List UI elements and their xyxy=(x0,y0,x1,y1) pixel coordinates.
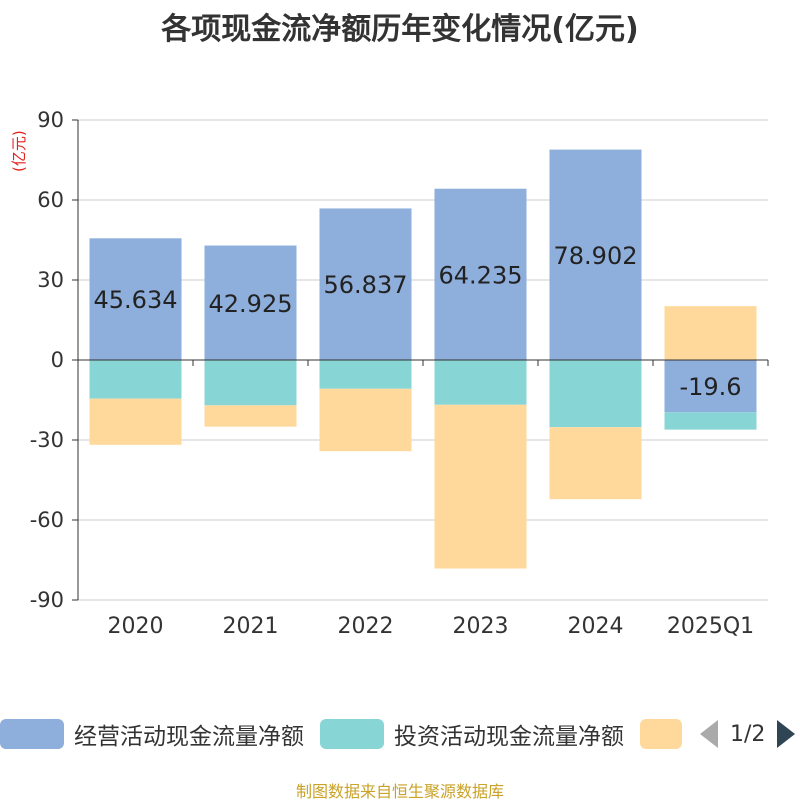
legend: 经营活动现金流量净额 投资活动现金流量净额 1/2 xyxy=(0,716,800,756)
legend-swatch-operating xyxy=(0,719,64,749)
data-label-2023: 64.235 xyxy=(439,261,523,289)
legend-swatch-financing xyxy=(640,719,682,749)
x-tick-label: 2021 xyxy=(223,614,279,639)
x-tick-label: 2023 xyxy=(453,614,509,639)
y-tick-label: -60 xyxy=(30,508,64,532)
bar-series2-2024 xyxy=(549,427,642,500)
bar-series1-2021 xyxy=(204,360,297,406)
legend-item-financing[interactable] xyxy=(640,716,682,752)
legend-pager: 1/2 xyxy=(700,716,796,752)
bar-series0-2022 xyxy=(319,208,412,360)
legend-prev-arrow-icon[interactable] xyxy=(700,720,718,748)
bar-series1-2022 xyxy=(319,360,412,389)
bar-series0-2025Q1 xyxy=(664,360,757,413)
y-tick-label: 60 xyxy=(37,188,64,212)
x-tick-label: 2025Q1 xyxy=(667,614,754,639)
bar-series2-2022 xyxy=(319,388,412,452)
bar-series1-2024 xyxy=(549,360,642,428)
bar-series1-2023 xyxy=(434,360,527,405)
legend-page-indicator: 1/2 xyxy=(730,721,766,747)
bar-series0-2020 xyxy=(89,238,182,360)
data-label-2021: 42.925 xyxy=(209,290,293,318)
bar-series2-2025Q1 xyxy=(664,306,757,360)
x-tick-label: 2024 xyxy=(568,614,624,639)
y-tick-label: 0 xyxy=(51,348,64,372)
legend-item-investing[interactable]: 投资活动现金流量净额 xyxy=(320,716,624,752)
bar-series2-2021 xyxy=(204,405,297,427)
source-note: 制图数据来自恒生聚源数据库 xyxy=(295,782,504,801)
data-label-2022: 56.837 xyxy=(324,271,408,299)
legend-next-arrow-icon[interactable] xyxy=(777,720,796,748)
y-tick-label: -30 xyxy=(30,428,64,452)
legend-label-operating: 经营活动现金流量净额 xyxy=(74,724,304,750)
data-label-2025Q1: -19.6 xyxy=(679,373,741,401)
y-tick-label: 30 xyxy=(37,268,64,292)
stacked-bar-chart: 90 60 30 0 -30 -60 -90 45.634 42.925 56.837 64.235… xyxy=(30,108,769,639)
bar-series0-2021 xyxy=(204,245,297,360)
y-tick-label: -90 xyxy=(30,588,64,612)
legend-swatch-investing xyxy=(320,719,384,749)
bar-series1-2025Q1 xyxy=(664,412,757,430)
bar-series2-2023 xyxy=(434,404,527,569)
bar-series1-2020 xyxy=(89,360,182,399)
bar-series0-2024 xyxy=(549,149,642,360)
chart-title: 各项现金流净额历年变化情况(亿元) xyxy=(161,12,639,47)
y-tick-label: 90 xyxy=(37,108,64,132)
legend-label-investing: 投资活动现金流量净额 xyxy=(394,724,624,750)
x-tick-label: 2020 xyxy=(108,614,164,639)
legend-item-operating[interactable]: 经营活动现金流量净额 xyxy=(0,716,304,752)
data-label-2020: 45.634 xyxy=(94,286,178,314)
bar-series0-2023 xyxy=(434,188,527,360)
bar-series2-2020 xyxy=(89,398,182,445)
x-tick-label: 2022 xyxy=(338,614,394,639)
data-label-2024: 78.902 xyxy=(554,242,638,270)
